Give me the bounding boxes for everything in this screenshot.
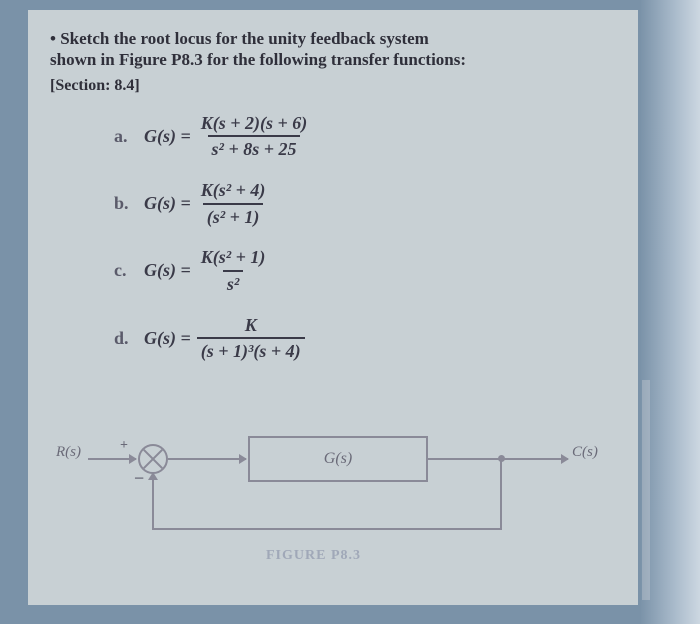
item-label-b: b. [114,193,136,214]
section-ref: [Section: 8.4] [50,77,616,95]
numerator-c: K(s² + 1) [197,247,270,270]
minus-sign: − [134,468,144,489]
block-label: G(s) [324,450,352,468]
numerator-d: K [241,315,261,338]
plus-sign: + [120,438,128,454]
bullet: • [50,29,56,48]
denominator-a: s² + 8s + 25 [208,135,301,160]
denominator-b: (s² + 1) [203,203,264,228]
item-label-d: d. [114,328,136,349]
feedback-up [152,476,154,530]
item-lhs-b: G(s) = [144,193,191,214]
fraction-a: K(s + 2)(s + 6) s² + 8s + 25 [197,113,312,160]
numerator-b: K(s² + 4) [197,180,270,203]
block-diagram: R(s) + − G(s) C(s) FIGURE P8.3 [56,430,604,570]
page-edge-shadow [642,380,650,600]
arrow-input [88,458,136,460]
item-lhs-a: G(s) = [144,126,191,147]
tf-item-d: d. G(s) = K (s + 1)³(s + 4) [114,315,616,362]
plant-block: G(s) [248,436,428,482]
fraction-d: K (s + 1)³(s + 4) [197,315,305,362]
prompt-line-2: shown in Figure P8.3 for the following t… [50,50,466,69]
feedback-down [500,460,502,530]
fraction-b: K(s² + 4) (s² + 1) [197,180,270,227]
textbook-page: • Sketch the root locus for the unity fe… [28,10,638,605]
input-label: R(s) [56,444,81,461]
tf-item-c: c. G(s) = K(s² + 1) s² [114,247,616,294]
tf-item-b: b. G(s) = K(s² + 4) (s² + 1) [114,180,616,227]
denominator-c: s² [223,270,243,295]
arrow-feedback-into-summer [148,472,158,480]
item-label-c: c. [114,260,136,281]
prompt-line-1: Sketch the root locus for the unity feed… [60,29,429,48]
tf-item-a: a. G(s) = K(s + 2)(s + 6) s² + 8s + 25 [114,113,616,160]
feedback-horiz [152,528,502,530]
output-label: C(s) [572,444,598,461]
problem-prompt: • Sketch the root locus for the unity fe… [50,28,616,71]
item-lhs-c: G(s) = [144,260,191,281]
denominator-d: (s + 1)³(s + 4) [197,337,305,362]
fraction-c: K(s² + 1) s² [197,247,270,294]
transfer-function-list: a. G(s) = K(s + 2)(s + 6) s² + 8s + 25 b… [114,113,616,363]
item-lhs-d: G(s) = [144,328,191,349]
arrow-to-block [168,458,246,460]
figure-caption: FIGURE P8.3 [266,548,361,564]
numerator-a: K(s + 2)(s + 6) [197,113,312,136]
item-label-a: a. [114,126,136,147]
